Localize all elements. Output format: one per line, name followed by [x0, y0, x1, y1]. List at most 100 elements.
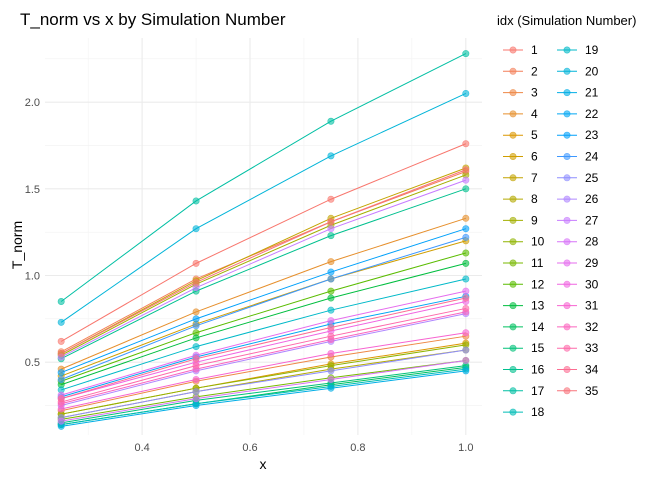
legend-item-32: 32 [557, 320, 599, 334]
x-axis-title: x [260, 456, 267, 472]
data-point [327, 350, 335, 358]
legend-label: 22 [585, 107, 599, 121]
legend-key-point [509, 408, 517, 416]
legend-label: 29 [585, 256, 599, 270]
data-point [57, 369, 65, 377]
legend-key-point [563, 344, 571, 352]
legend-label: 19 [585, 43, 599, 57]
data-point [327, 225, 335, 233]
data-point [327, 317, 335, 325]
y-axis-title: T_norm [9, 221, 25, 269]
legend-key-point [509, 323, 517, 331]
data-point [327, 268, 335, 276]
data-point [462, 356, 470, 364]
series-line-10 [61, 344, 466, 415]
data-point [57, 417, 65, 425]
legend-label: 2 [531, 64, 538, 78]
legend-key-point [563, 387, 571, 395]
legend-key-point [563, 131, 571, 139]
data-point [192, 259, 200, 267]
series-line-9 [60, 174, 466, 356]
legend-item-30: 30 [557, 277, 599, 291]
data-point [192, 388, 200, 396]
legend-label: 32 [585, 320, 599, 334]
legend-item-2: 2 [503, 64, 538, 78]
series-line-7 [60, 167, 466, 354]
series-line-29 [61, 290, 466, 396]
data-point [462, 176, 470, 184]
legend-label: 33 [585, 341, 599, 355]
data-point [462, 185, 470, 193]
data-point [327, 367, 335, 375]
legend-item-34: 34 [557, 363, 599, 377]
series-points [57, 50, 470, 430]
legend-label: 15 [531, 341, 545, 355]
legend-item-21: 21 [557, 86, 599, 100]
legend-key-point [509, 387, 517, 395]
legend-label: 11 [531, 256, 544, 270]
data-point [327, 294, 335, 302]
legend-key-point [563, 67, 571, 75]
series-line-30 [61, 301, 466, 400]
series-line-19 [61, 278, 466, 391]
x-tick-label: 0.8 [350, 442, 365, 454]
legend-key-point [509, 259, 517, 267]
data-point [327, 117, 335, 125]
legend-item-27: 27 [557, 213, 599, 227]
series-line-12 [61, 252, 466, 382]
legend-key-point [563, 238, 571, 246]
legend-key-point [563, 46, 571, 54]
legend-label: 6 [531, 150, 538, 164]
legend-item-18: 18 [503, 405, 545, 419]
data-point [327, 218, 335, 226]
legend-item-19: 19 [557, 43, 599, 57]
data-point [327, 275, 335, 283]
legend-label: 30 [585, 277, 599, 291]
legend-label: 26 [585, 192, 599, 206]
legend-label: 5 [531, 128, 538, 142]
data-point [192, 322, 200, 330]
data-point [192, 362, 200, 370]
data-point [462, 233, 470, 241]
data-point [462, 50, 470, 58]
legend-key-point [509, 174, 517, 182]
series-line-21 [61, 370, 466, 427]
legend-key-point [563, 365, 571, 373]
y-tick-label: 0.5 [25, 357, 40, 369]
legend-item-3: 3 [503, 86, 538, 100]
data-point [462, 294, 470, 302]
data-point [57, 350, 65, 358]
x-axis-ticks: 0.4 0.6 0.8 1.0 [134, 442, 473, 454]
legend-label: 13 [531, 299, 545, 313]
series-line-34 [61, 297, 466, 400]
data-point [462, 287, 470, 295]
series-line-33 [61, 307, 466, 403]
legend-label: 23 [585, 128, 599, 142]
series-line-15 [61, 365, 466, 424]
series-line-27 [60, 179, 466, 358]
legend-item-14: 14 [503, 320, 545, 334]
y-tick-label: 2.0 [25, 97, 40, 109]
data-point [462, 275, 470, 283]
series-lines [60, 53, 467, 427]
legend-key-point [509, 344, 517, 352]
legend-key-point [509, 89, 517, 97]
legend-item-24: 24 [557, 150, 599, 164]
data-point [462, 249, 470, 257]
y-tick-label: 1.5 [25, 184, 40, 196]
series-line-3 [61, 335, 466, 412]
legend-item-35: 35 [557, 384, 599, 398]
legend-item-12: 12 [503, 277, 545, 291]
legend-key-point [563, 216, 571, 224]
data-point [327, 324, 335, 332]
legend-item-10: 10 [503, 235, 545, 249]
data-point [327, 384, 335, 392]
legend-item-11: 11 [503, 256, 544, 270]
series-line-25 [61, 349, 466, 419]
data-point [327, 232, 335, 240]
data-point [327, 258, 335, 266]
legend-item-6: 6 [503, 150, 538, 164]
legend-item-15: 15 [503, 341, 545, 355]
legend-label: 12 [531, 277, 545, 291]
